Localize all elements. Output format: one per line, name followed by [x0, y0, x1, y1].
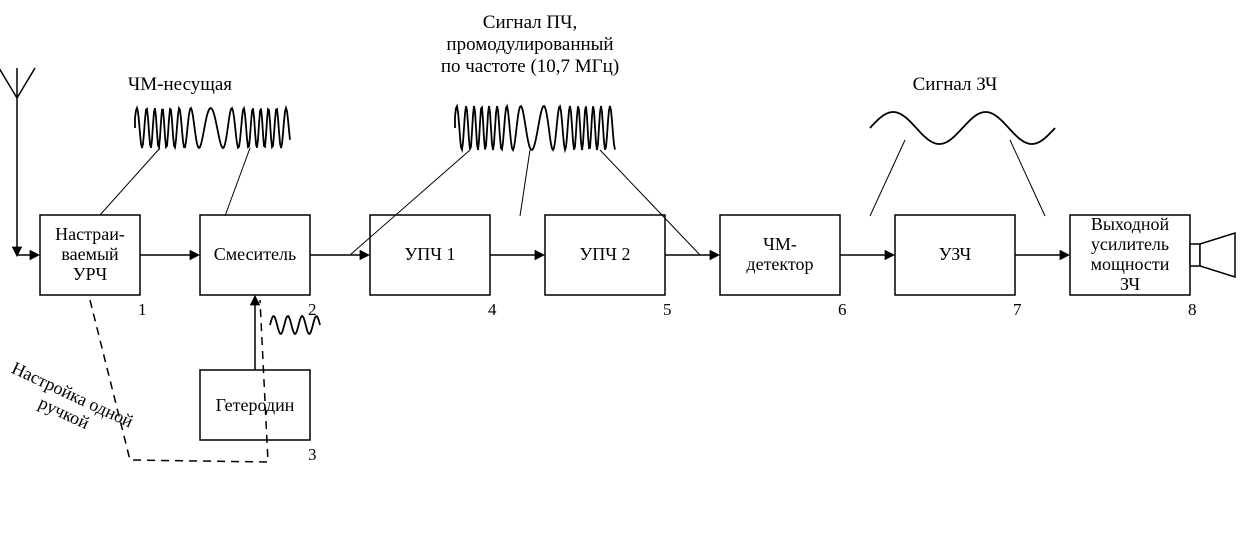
block-number: 1: [138, 300, 147, 319]
block-number: 5: [663, 300, 672, 319]
antenna-icon: [0, 68, 38, 255]
block-label: Настраи-: [55, 224, 125, 244]
fm_carrier-label: ЧМ-несущая: [128, 74, 232, 95]
block-label: УПЧ 1: [405, 244, 456, 264]
fm_carrier-callout: [225, 148, 250, 216]
block-number: 8: [1188, 300, 1197, 319]
block-number: 7: [1013, 300, 1022, 319]
block-label: ваемый: [61, 244, 119, 264]
fm_carrier-callout: [100, 148, 160, 215]
if_signal-label: по частоте (10,7 МГц): [441, 56, 619, 77]
block-label: УРЧ: [73, 264, 108, 284]
af_signal-label: Сигнал ЗЧ: [913, 74, 998, 95]
if_signal-label: промодулированный: [446, 34, 613, 55]
svg-text:Гетеродин: Гетеродин: [216, 395, 295, 415]
block-label: усилитель: [1091, 234, 1169, 254]
block-label: ЗЧ: [1120, 274, 1140, 294]
fm_carrier-wave: [135, 108, 290, 148]
block-label: Смеситель: [214, 244, 297, 264]
af_signal-callout: [870, 140, 905, 216]
block-label: мощности: [1091, 254, 1170, 274]
block-label: УПЧ 2: [580, 244, 631, 264]
block-label: ЧМ-: [763, 234, 797, 254]
block-number: 6: [838, 300, 847, 319]
block-label: детектор: [746, 254, 813, 274]
block-label: Выходной: [1091, 214, 1170, 234]
if_signal-wave: [455, 106, 615, 150]
speaker-icon: [1190, 233, 1235, 277]
if_signal-label: Сигнал ПЧ,: [483, 12, 577, 33]
block-label: УЗЧ: [939, 244, 972, 264]
af_signal-callout: [1010, 140, 1045, 216]
svg-text:3: 3: [308, 445, 317, 464]
if_signal-callout: [520, 150, 530, 216]
af_signal-wave: [870, 112, 1055, 144]
block-number: 4: [488, 300, 497, 319]
